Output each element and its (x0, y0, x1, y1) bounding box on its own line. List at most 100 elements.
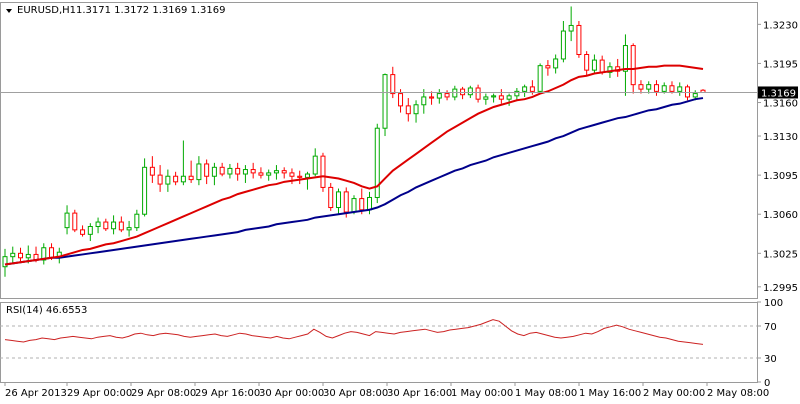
x-tick-label: 26 Apr 2013 (5, 388, 67, 399)
candle-body (646, 84, 652, 90)
x-tick-label: 30 Apr 00:00 (259, 388, 324, 399)
candle-body (258, 172, 264, 176)
candle-body (111, 221, 117, 230)
candle-body (398, 93, 404, 107)
y-tick-label: 1.3195 (763, 59, 798, 70)
candle-body (149, 166, 155, 176)
candle-body (312, 155, 318, 175)
candle-body (227, 167, 233, 175)
y-tick-label: 1.3060 (763, 210, 798, 221)
candle-body (266, 172, 272, 176)
candle-body (413, 104, 419, 115)
candle-body (25, 253, 31, 259)
candle-body (452, 88, 458, 98)
candle-body (537, 65, 543, 92)
candle-body (491, 95, 497, 98)
candle-body (553, 58, 559, 69)
rsi-y-tick-label: 30 (764, 354, 777, 365)
candle-body (607, 66, 613, 73)
current-price-badge (758, 86, 798, 99)
candle-body (320, 155, 326, 188)
rsi-y-tick-label: 0 (764, 378, 770, 389)
candle-body (18, 252, 24, 259)
candle-body (188, 175, 194, 181)
candle-body (483, 96, 489, 100)
candle-body (142, 166, 148, 215)
candle-body (351, 198, 357, 213)
candle-body (382, 74, 388, 129)
candle-body (134, 213, 140, 229)
candle-body (126, 227, 132, 231)
candle-body (367, 196, 373, 211)
rsi-y-tick-label: 70 (764, 322, 777, 333)
x-tick-label: 30 Apr 16:00 (387, 388, 452, 399)
candle-body (599, 59, 605, 73)
candle-body (522, 86, 528, 92)
candle-body (498, 95, 504, 100)
candle-body (180, 175, 186, 183)
x-tick-label: 29 Apr 00:00 (67, 388, 132, 399)
candle-body (204, 163, 210, 177)
candle-body (506, 95, 512, 100)
candle-body (41, 247, 47, 261)
candle-body (584, 53, 590, 71)
y-tick-label: 1.3025 (763, 249, 798, 260)
candle-body (684, 86, 690, 98)
candle-body (289, 172, 295, 177)
ma-fast-line (4, 64, 704, 266)
candle-body (72, 212, 78, 231)
candle-body (343, 191, 349, 213)
y-tick-label: 1.3230 (763, 20, 798, 31)
candle-body (118, 221, 124, 231)
candle-body (335, 191, 341, 209)
x-tick-label: 29 Apr 08:00 (131, 388, 196, 399)
chart-menu-triangle-icon (6, 9, 12, 13)
candle-body (10, 252, 16, 258)
candle-body (297, 175, 303, 178)
rsi-plot-frame (0, 302, 758, 383)
candle-body (421, 96, 427, 106)
candle-body (669, 85, 675, 92)
rsi-label: RSI(14) 46.6553 (6, 305, 87, 316)
candle-body (692, 93, 698, 98)
candle-body (281, 170, 287, 174)
candle-body (304, 173, 310, 178)
x-tick-label: 29 Apr 16:00 (195, 388, 260, 399)
chart-ohlc-label: 1.3171 1.3172 1.3169 1.3169 (76, 5, 226, 16)
y-tick-label: 1.3130 (763, 132, 798, 143)
y-tick-label: 1.3160 (763, 99, 798, 110)
x-tick-label: 2 May 08:00 (707, 388, 769, 399)
rsi-y-tick-label: 100 (764, 298, 783, 309)
candle-body (273, 170, 279, 174)
candle-body (359, 198, 365, 211)
candle-body (576, 24, 582, 55)
candle-body (250, 169, 256, 174)
candle-body (436, 93, 442, 99)
ma-slow-line (4, 97, 704, 266)
candle-body (630, 45, 636, 86)
candle-body (475, 87, 481, 100)
candle-body (529, 86, 535, 92)
candle-body (568, 24, 574, 32)
candle-body (622, 45, 628, 72)
candle-body (460, 88, 466, 96)
candle-body (653, 84, 659, 92)
candle-body (467, 87, 473, 96)
x-tick-label: 1 May 08:00 (515, 388, 577, 399)
candle-body (87, 226, 93, 235)
candle-body (545, 65, 551, 69)
candle-body (638, 84, 644, 90)
x-tick-label: 1 May 00:00 (451, 388, 513, 399)
candle-body (374, 127, 380, 198)
candle-body (64, 212, 70, 229)
candle-body (444, 93, 450, 98)
candle-body (157, 174, 163, 185)
candle-body (196, 163, 202, 181)
candle-body (405, 105, 411, 115)
rsi-line (4, 319, 704, 345)
candle-body (390, 74, 396, 95)
candle-body (235, 167, 241, 175)
candle-body (49, 247, 55, 259)
